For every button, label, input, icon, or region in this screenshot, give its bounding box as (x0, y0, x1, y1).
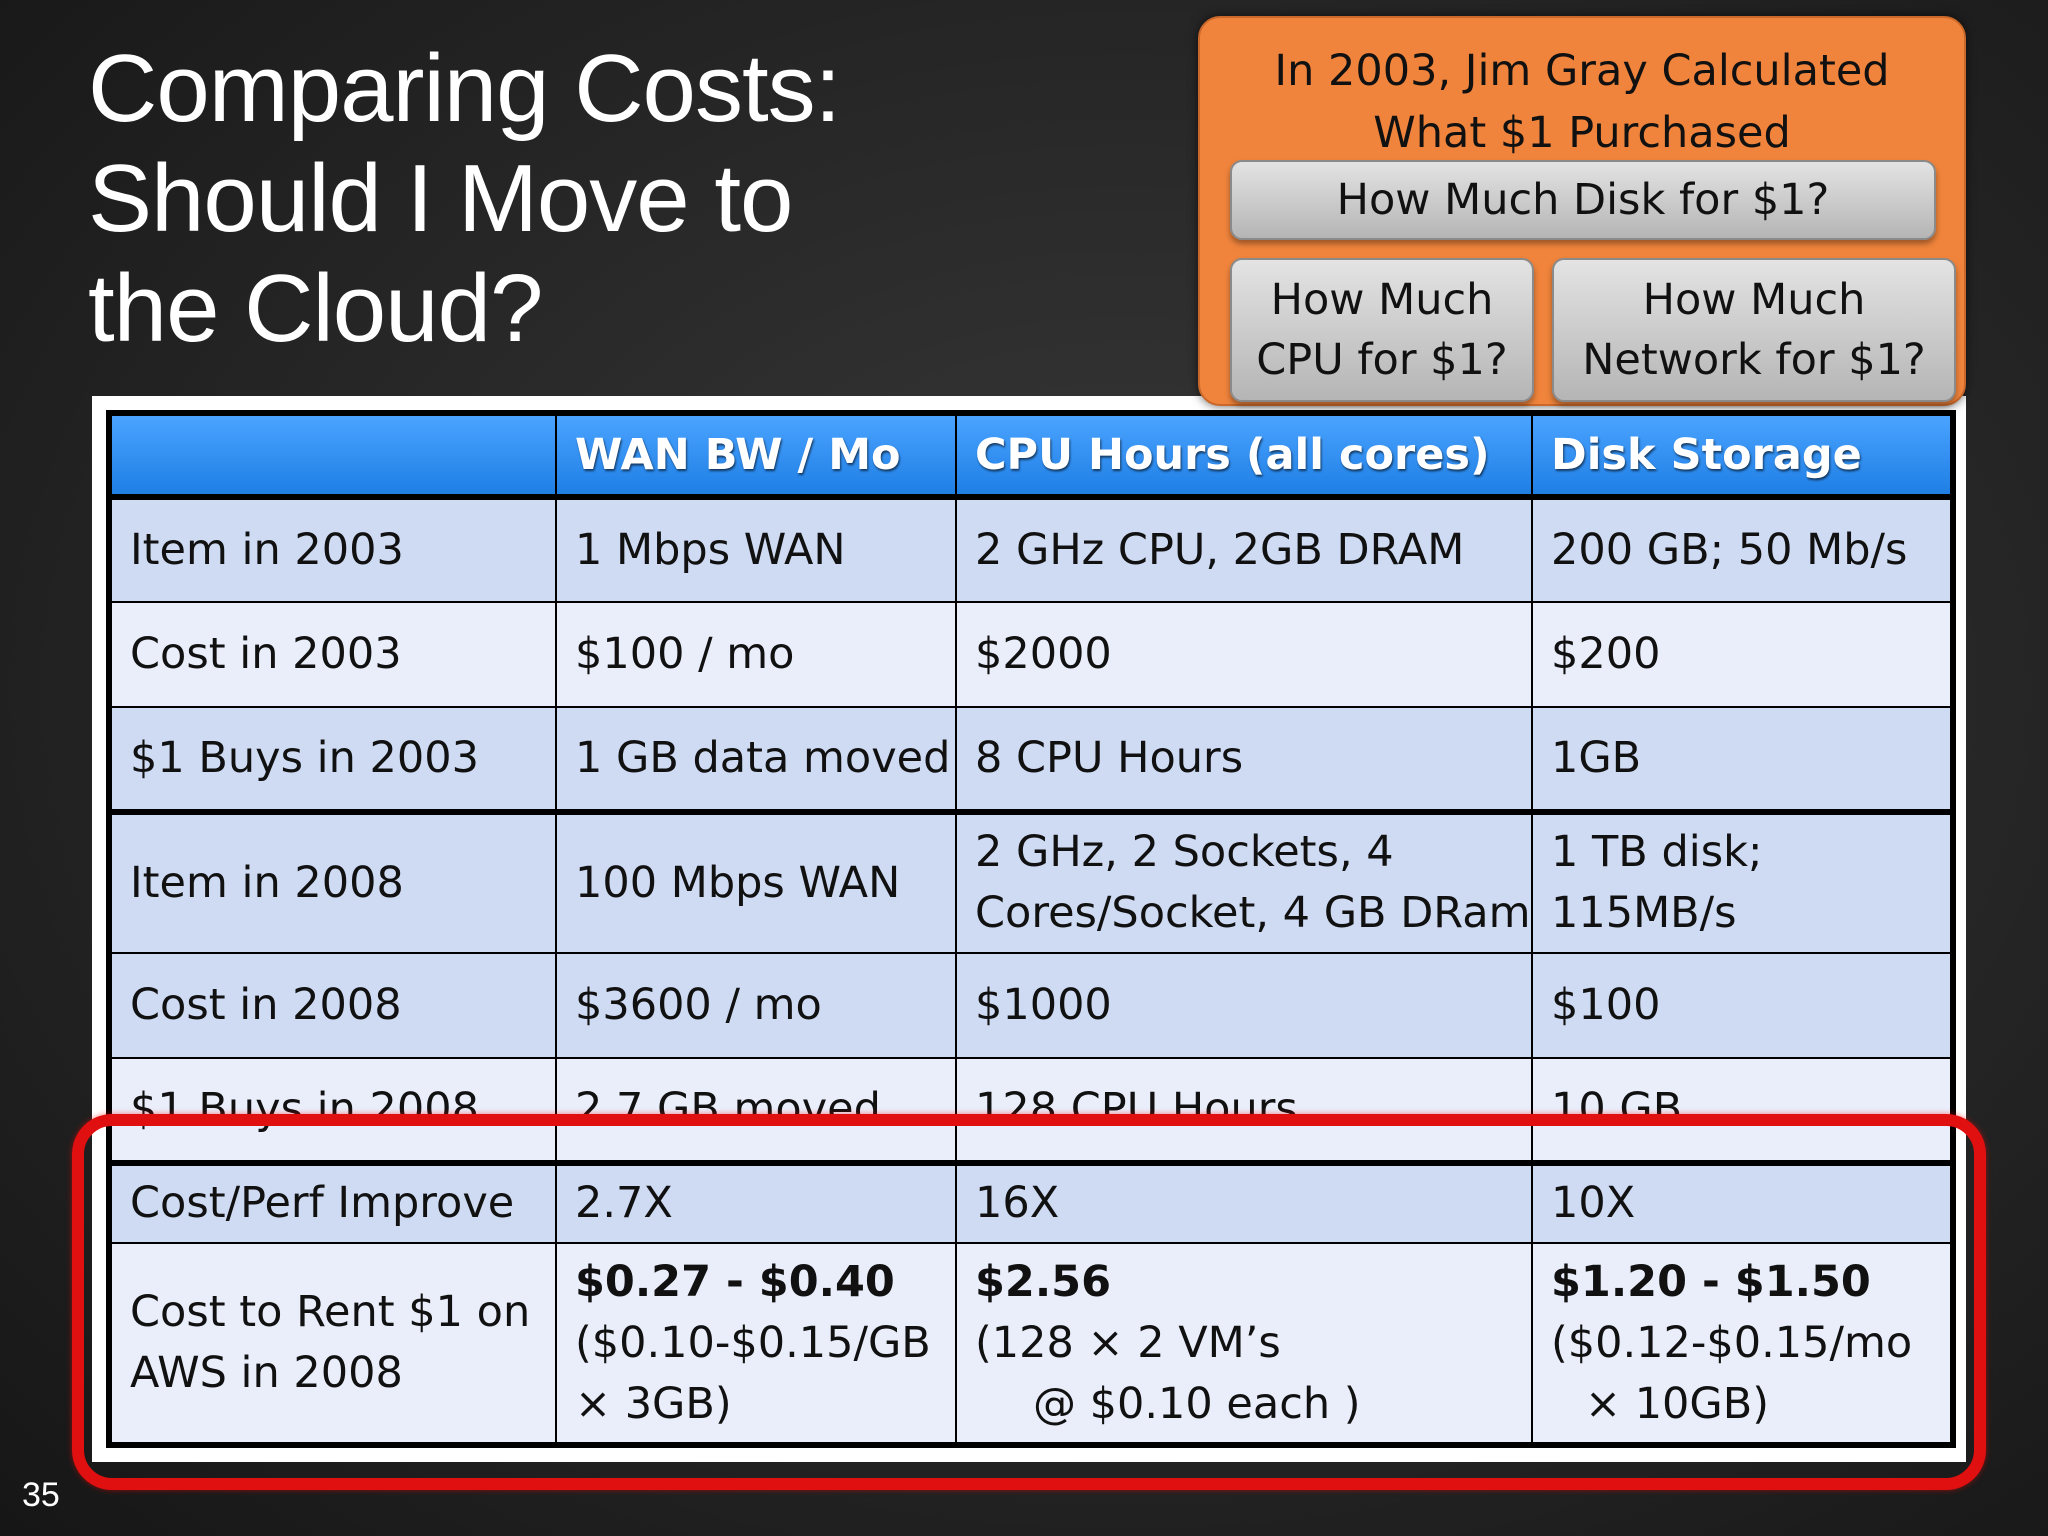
row-label: Cost in 2003 (108, 600, 557, 708)
cpu-cell: 16X (955, 1159, 1533, 1245)
disk-cell: 1 TB disk; 115MB/s (1531, 808, 1954, 954)
row-label: Cost/Perf Improve (108, 1159, 557, 1245)
slide-title: Comparing Costs: Should I Move to the Cl… (88, 34, 988, 364)
wan-cell: $0.27 - $0.40 ($0.10-$0.15/GB × 3GB) (555, 1242, 957, 1446)
row-label: Cost in 2008 (108, 951, 557, 1059)
cpu-rent-detail-1: (128 × 2 VM’s (975, 1317, 1281, 1368)
table-row: $1 Buys in 2008 2.7 GB moved 128 CPU Hou… (108, 1056, 1954, 1164)
cpu-rent-detail-2: @ $0.10 each ) (1033, 1378, 1361, 1429)
header-cell-empty (108, 412, 557, 500)
header-cell-wan: WAN BW / Mo (555, 412, 957, 500)
table-header-row: WAN BW / Mo CPU Hours (all cores) Disk S… (108, 412, 1954, 500)
network-question-box: How Much Network for $1? (1552, 258, 1956, 402)
disk-cell: 10 GB (1531, 1056, 1954, 1164)
table-row: Cost in 2008 $3600 / mo $1000 $100 (108, 951, 1954, 1059)
disk-cell: $200 (1531, 600, 1954, 708)
header-cell-cpu: CPU Hours (all cores) (955, 412, 1533, 500)
table-row: $1 Buys in 2003 1 GB data moved 8 CPU Ho… (108, 705, 1954, 813)
disk-cell-line-2: 115MB/s (1551, 888, 1737, 939)
disk-cell: 1GB (1531, 705, 1954, 813)
disk-cell: 10X (1531, 1159, 1954, 1245)
cpu-cell: 8 CPU Hours (955, 705, 1533, 813)
cpu-question-box: How Much CPU for $1? (1230, 258, 1534, 402)
disk-question-label: How Much Disk for $1? (1336, 175, 1830, 225)
cpu-cell: 2 GHz, 2 Sockets, 4 Cores/Socket, 4 GB D… (955, 808, 1533, 954)
title-line-2: Should I Move to (88, 145, 793, 252)
cpu-question-line-1: How Much (1270, 275, 1494, 325)
row-label: Item in 2008 (108, 808, 557, 954)
disk-rent-price: $1.20 - $1.50 (1551, 1256, 1871, 1307)
table-row: Cost in 2003 $100 / mo $2000 $200 (108, 600, 1954, 708)
wan-cell: 1 Mbps WAN (555, 496, 957, 603)
cpu-cell: $2.56 (128 × 2 VM’s @ $0.10 each ) (955, 1242, 1533, 1446)
cpu-cell: 2 GHz CPU, 2GB DRAM (955, 496, 1533, 603)
table-row: Cost/Perf Improve 2.7X 16X 10X (108, 1159, 1954, 1245)
table-row: Item in 2008 100 Mbps WAN 2 GHz, 2 Socke… (108, 808, 1954, 954)
wan-cell: 1 GB data moved (555, 705, 957, 813)
cpu-cell: $2000 (955, 600, 1533, 708)
jim-gray-callout: In 2003, Jim Gray Calculated What $1 Pur… (1198, 16, 1966, 406)
header-cell-disk: Disk Storage (1531, 412, 1954, 500)
row-label-line-2: AWS in 2008 (130, 1348, 403, 1399)
wan-cell: $100 / mo (555, 600, 957, 708)
cpu-question-line-2: CPU for $1? (1256, 335, 1508, 385)
callout-title: In 2003, Jim Gray Calculated What $1 Pur… (1200, 40, 1964, 164)
cost-table-frame: WAN BW / Mo CPU Hours (all cores) Disk S… (92, 396, 1966, 1462)
wan-cell: 2.7X (555, 1159, 957, 1245)
wan-rent-detail-1: ($0.10-$0.15/GB (575, 1317, 931, 1368)
wan-cell: $3600 / mo (555, 951, 957, 1059)
wan-rent-price: $0.27 - $0.40 (575, 1256, 895, 1307)
highlight-annotation-box (72, 1114, 1986, 1490)
wan-cell: 100 Mbps WAN (555, 808, 957, 954)
network-question-line-2: Network for $1? (1582, 335, 1926, 385)
callout-title-line-2: What $1 Purchased (1373, 108, 1791, 158)
cost-comparison-table: WAN BW / Mo CPU Hours (all cores) Disk S… (106, 410, 1956, 1448)
disk-cell-line-1: 1 TB disk; (1551, 827, 1763, 878)
title-line-3: the Cloud? (88, 255, 543, 362)
table-row: Cost to Rent $1 on AWS in 2008 $0.27 - $… (108, 1242, 1954, 1446)
row-label: Item in 2003 (108, 496, 557, 603)
cpu-rent-price: $2.56 (975, 1256, 1112, 1307)
disk-rent-detail-1: ($0.12-$0.15/mo (1551, 1317, 1913, 1368)
wan-rent-detail-2: × 3GB) (575, 1378, 732, 1429)
slide-number: 35 (22, 1476, 60, 1514)
disk-rent-detail-2: × 10GB) (1585, 1378, 1770, 1429)
callout-title-line-1: In 2003, Jim Gray Calculated (1274, 46, 1890, 96)
cpu-cell-line-2: Cores/Socket, 4 GB DRam (975, 888, 1531, 939)
disk-cell: $1.20 - $1.50 ($0.12-$0.15/mo × 10GB) (1531, 1242, 1954, 1446)
disk-question-box: How Much Disk for $1? (1230, 160, 1936, 240)
wan-cell: 2.7 GB moved (555, 1056, 957, 1164)
cpu-cell: 128 CPU Hours (955, 1056, 1533, 1164)
disk-cell: 200 GB; 50 Mb/s (1531, 496, 1954, 603)
cpu-cell: $1000 (955, 951, 1533, 1059)
row-label-line-1: Cost to Rent $1 on (130, 1287, 531, 1338)
cpu-cell-line-1: 2 GHz, 2 Sockets, 4 (975, 827, 1394, 878)
disk-cell: $100 (1531, 951, 1954, 1059)
row-label: $1 Buys in 2003 (108, 705, 557, 813)
row-label: Cost to Rent $1 on AWS in 2008 (108, 1242, 557, 1446)
table-row: Item in 2003 1 Mbps WAN 2 GHz CPU, 2GB D… (108, 496, 1954, 603)
network-question-line-1: How Much (1642, 275, 1866, 325)
title-line-1: Comparing Costs: (88, 35, 841, 142)
row-label: $1 Buys in 2008 (108, 1056, 557, 1164)
